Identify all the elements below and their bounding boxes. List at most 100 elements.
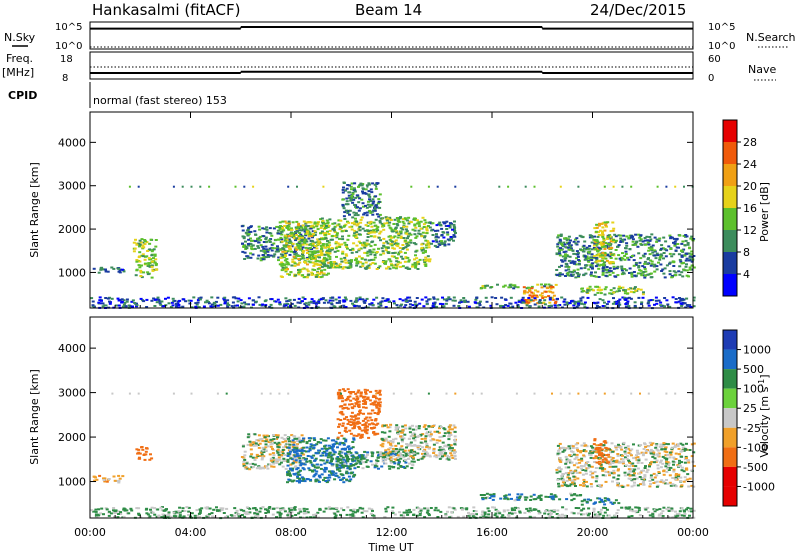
echo-cell — [308, 469, 312, 472]
echo-cell — [558, 304, 562, 306]
echo-cell — [116, 297, 120, 300]
echo-cell — [327, 272, 330, 275]
echo-cell — [653, 249, 657, 252]
echo-cell — [596, 456, 599, 459]
echo-cell — [665, 185, 668, 188]
echo-cell — [321, 221, 324, 224]
echo-cell — [649, 259, 653, 262]
echo-cell — [621, 252, 624, 255]
echo-cell — [364, 421, 368, 424]
echo-cell — [555, 252, 559, 255]
echo-cell — [287, 225, 291, 228]
echo-cell — [406, 457, 410, 460]
echo-cell — [138, 266, 142, 269]
echo-cell — [435, 224, 439, 227]
echo-cell — [588, 234, 592, 237]
echo-cell — [547, 295, 551, 298]
echo-cell — [569, 261, 573, 264]
echo-cell — [438, 427, 441, 430]
echo-cell — [365, 432, 369, 435]
echo-cell — [341, 462, 345, 465]
echo-cell — [341, 238, 345, 241]
echo-cell — [344, 253, 348, 256]
echo-cell — [315, 443, 319, 446]
echo-cell — [580, 459, 584, 462]
echo-cell — [539, 497, 543, 500]
echo-cell — [587, 498, 590, 501]
echo-cell — [574, 301, 578, 304]
echo-cell — [440, 447, 444, 450]
echo-cell — [609, 501, 613, 504]
echo-cell — [648, 485, 652, 488]
echo-cell — [296, 476, 300, 479]
echo-cell — [600, 498, 604, 501]
echo-cell — [446, 298, 450, 301]
echo-cell — [607, 247, 611, 250]
echo-cell — [251, 465, 255, 468]
echo-cell — [358, 410, 361, 413]
echo-cell — [394, 437, 398, 440]
echo-cell — [268, 463, 272, 466]
echo-cell — [628, 465, 632, 468]
echo-cell — [320, 447, 324, 450]
echo-cell — [288, 473, 292, 476]
echo-cell — [604, 480, 608, 483]
echo-cell — [382, 244, 386, 247]
echo-cell — [645, 235, 649, 238]
echo-cell — [337, 425, 341, 428]
echo-cell — [389, 243, 393, 246]
echo-cell — [294, 232, 298, 235]
echo-cell — [551, 497, 555, 500]
echo-cell — [320, 230, 324, 233]
echo-cell — [627, 296, 631, 299]
echo-cell — [347, 234, 351, 237]
echo-cell — [617, 301, 621, 304]
echo-cell — [210, 303, 214, 306]
echo-cell — [244, 245, 248, 248]
echo-cell — [402, 226, 405, 228]
echo-cell — [286, 460, 290, 463]
echo-cell — [606, 221, 610, 224]
echo-cell — [122, 299, 126, 302]
echo-cell — [394, 239, 398, 242]
echo-cell — [405, 299, 409, 302]
echo-cell — [417, 232, 421, 235]
echo-cell — [684, 306, 688, 309]
power-colorbar-label: Power [dB] — [758, 182, 771, 242]
echo-cell — [355, 304, 358, 307]
echo-cell — [436, 229, 440, 232]
echo-cell — [369, 203, 373, 206]
echo-cell — [594, 248, 598, 251]
echo-cell — [532, 493, 536, 496]
echo-cell — [256, 455, 260, 458]
echo-cell — [420, 247, 424, 249]
echo-cell — [598, 229, 602, 232]
echo-cell — [481, 498, 485, 501]
echo-cell — [344, 438, 348, 441]
echo-cell — [264, 446, 268, 449]
echo-cell — [395, 424, 399, 427]
echo-cell — [411, 424, 414, 427]
echo-cell — [258, 466, 262, 469]
echo-cell — [437, 431, 441, 434]
echo-cell — [319, 298, 323, 301]
echo-cell — [320, 224, 323, 227]
echo-cell — [309, 242, 313, 245]
echo-cell — [313, 221, 317, 224]
echo-cell — [562, 300, 566, 303]
echo-cell — [647, 257, 650, 260]
echo-cell — [561, 255, 565, 258]
echo-cell — [603, 254, 607, 257]
echo-cell — [301, 246, 305, 249]
echo-cell — [659, 301, 663, 304]
echo-cell — [387, 265, 391, 268]
echo-cell — [610, 246, 614, 249]
echo-cell — [597, 247, 601, 250]
echo-cell — [269, 457, 273, 460]
echo-cell — [353, 459, 357, 462]
echo-cell — [376, 451, 380, 454]
echo-cell — [620, 265, 624, 268]
echo-cell — [299, 462, 303, 465]
echo-cell — [357, 454, 361, 457]
echo-cell — [623, 268, 627, 270]
